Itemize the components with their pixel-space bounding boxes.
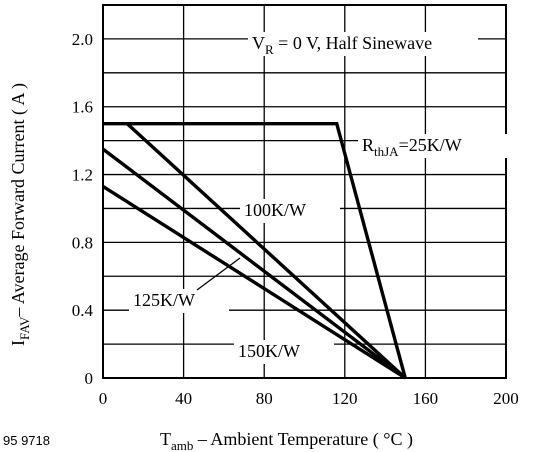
leader-125	[196, 257, 241, 291]
condition-label: VR = 0 V, Half Sinewave	[252, 33, 432, 57]
curve-label-0: RthJA=25K/W	[362, 135, 462, 159]
y-tick-label: 0.8	[72, 233, 93, 252]
x-tick-label: 120	[332, 389, 358, 408]
x-axis-title-sub: amb	[171, 438, 193, 452]
series-line-2	[101, 147, 407, 380]
grid	[103, 5, 506, 378]
x-tick-labels: 0 40 80 120 160 200	[99, 389, 519, 408]
curve-label-1-bg	[240, 199, 340, 223]
y-tick-label: 0	[85, 369, 94, 388]
plot-frame	[102, 4, 507, 379]
y-tick-label: 0.4	[72, 301, 94, 320]
series-line-3	[102, 184, 407, 380]
x-axis-title-main: T	[160, 429, 171, 449]
condition-label-bg	[248, 32, 478, 56]
figure-id: 95 9718	[3, 433, 50, 448]
curve-label-1: 100K/W	[244, 200, 306, 220]
x-tick-label: 160	[413, 389, 439, 408]
series-line-1	[126, 122, 407, 380]
curve-label-3: 150K/W	[238, 341, 300, 361]
y-axis-title-sub: FAV	[17, 316, 32, 340]
label-leaders	[196, 257, 241, 291]
curve-label-2: 125K/W	[133, 290, 195, 310]
x-tick-label: 0	[99, 389, 108, 408]
curve-label-3-bg	[234, 340, 334, 364]
annotations: VR = 0 V, Half Sinewave RthJA=25K/W 100K/W…	[129, 32, 508, 364]
y-tick-label: 2.0	[72, 30, 93, 49]
x-axis-title: Tamb – Ambient Temperature ( °C )	[160, 429, 413, 452]
curve-label-0-bg	[358, 134, 508, 158]
y-tick-labels: 0 0.4 0.8 1.2 1.6 2.0	[72, 30, 94, 388]
x-tick-label: 80	[256, 389, 273, 408]
y-tick-label: 1.2	[72, 166, 93, 185]
y-tick-label: 1.6	[72, 98, 93, 117]
y-axis-title-main: I	[8, 340, 28, 346]
x-axis-title-rest: – Ambient Temperature ( °C )	[193, 429, 413, 450]
y-axis-title: IFAV– Average Forward Current ( A )	[8, 83, 32, 346]
x-tick-label: 200	[493, 389, 519, 408]
x-tick-label: 40	[175, 389, 192, 408]
curve-label-2-bg	[129, 289, 229, 313]
series-lines	[101, 121, 407, 380]
y-axis-title-rest: – Average Forward Current ( A )	[8, 83, 29, 318]
series-line-0	[103, 121, 407, 379]
